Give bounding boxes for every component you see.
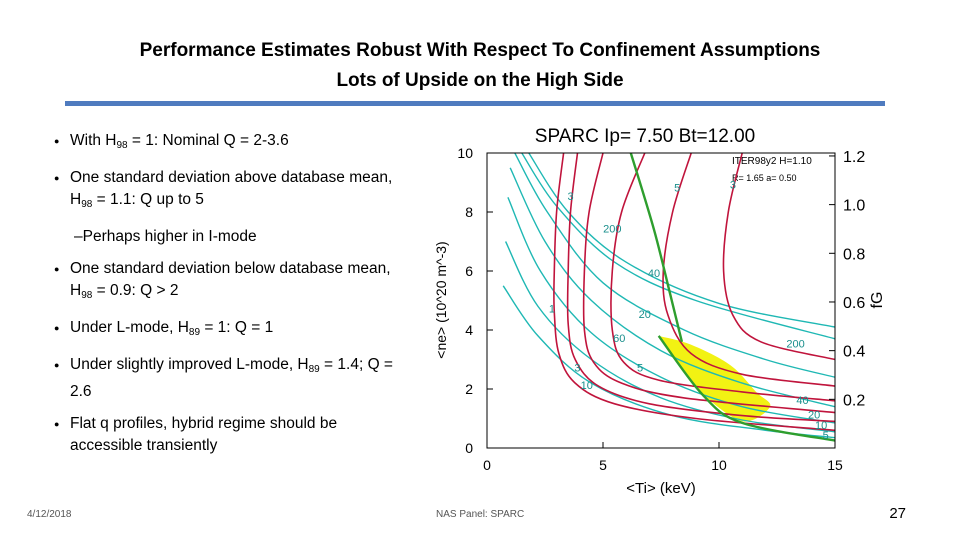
contour-label: 20	[639, 309, 651, 321]
y2-tick-label: 0.4	[843, 344, 865, 361]
y2-axis-label: fG	[869, 292, 886, 309]
q-contour-line	[566, 153, 835, 423]
bullet-text: One standard deviation below database me…	[70, 260, 391, 299]
power-contour-line	[504, 241, 835, 433]
y2-tick-label: 0.8	[843, 246, 865, 263]
y2-tick-label: 0.6	[843, 295, 865, 312]
q-contour-line	[662, 153, 835, 387]
y2-tick-label: 1.0	[843, 198, 865, 215]
bullet-subscript: 98	[81, 290, 93, 301]
bullet-improved-lmode: Under slightly improved L-mode, H89 = 1.…	[52, 354, 402, 403]
contour-label: 200	[786, 339, 804, 351]
sparc-contour-chart: SPARC Ip= 7.50 Bt=12.00 ITER98y2 H=1.10 …	[433, 126, 886, 497]
q-contour-line	[582, 153, 835, 414]
power-contour-line	[507, 197, 835, 424]
contour-label: 3	[567, 191, 573, 203]
bullet-text: Under L-mode, H	[70, 319, 189, 336]
bullet-list: With H98 = 1: Nominal Q = 2-3.6 One stan…	[52, 130, 402, 467]
contour-label: 10	[581, 380, 593, 392]
y-tick-label: 8	[465, 204, 473, 220]
bullet-subscript: 98	[116, 140, 128, 151]
x-tick-label: 15	[827, 457, 843, 473]
contour-label: 5	[823, 430, 829, 442]
bullet-lmode: Under L-mode, H89 = 1: Q = 1	[52, 317, 402, 344]
bullet-text: Flat q profiles, hybrid regime should be…	[70, 415, 338, 454]
operating-region	[658, 335, 771, 422]
bullet-text: Under slightly improved L-mode, H	[70, 356, 309, 373]
title-line-2: Lots of Upside on the High Side	[336, 70, 624, 91]
bullet-above-mean: One standard deviation above database me…	[52, 167, 402, 216]
x-tick-label: 5	[599, 457, 607, 473]
contour-label: 3	[574, 362, 580, 374]
y-axis-label: <ne> (10^20 m^-3)	[433, 241, 449, 358]
y-tick-label: 10	[457, 145, 473, 161]
title-divider	[65, 101, 885, 106]
title-line-1: Performance Estimates Robust With Respec…	[139, 40, 821, 61]
bullet-text: One standard deviation above database me…	[70, 169, 393, 208]
contour-label: 1	[549, 303, 555, 315]
bullet-text: With H	[70, 132, 117, 149]
power-contour-line	[521, 153, 835, 340]
contour-label: 10	[815, 420, 827, 432]
page-number: 27	[889, 505, 906, 522]
x-tick-label: 0	[483, 457, 491, 473]
bullet-subscript: 98	[81, 199, 93, 210]
sub-bullet-imode: Perhaps higher in I-mode	[52, 226, 402, 248]
y2-tick-label: 1.2	[843, 149, 865, 166]
contour-label: 200	[603, 224, 621, 236]
x-tick-label: 10	[711, 457, 727, 473]
bullet-text: = 0.9: Q > 2	[92, 282, 179, 299]
contour-label: 3	[730, 179, 736, 191]
contour-label: 40	[648, 268, 660, 280]
contour-label: 5	[637, 362, 643, 374]
power-contour-line	[514, 153, 835, 378]
contour-label: 40	[796, 395, 808, 407]
x-axis-label: <Ti> (keV)	[626, 480, 695, 497]
y-tick-label: 0	[465, 440, 473, 456]
density-limit-line	[629, 153, 684, 343]
y2-tick-label: 0.2	[843, 392, 865, 409]
plot-frame	[486, 152, 836, 449]
bullet-subscript: 89	[188, 327, 201, 338]
slide-title: Performance Estimates Robust With Respec…	[40, 36, 920, 96]
q-contour-line	[553, 153, 835, 432]
contour-label: 60	[613, 333, 625, 345]
contour-label: 20	[808, 410, 820, 422]
y-tick-label: 6	[465, 263, 473, 279]
bullet-text: = 1: Nominal Q = 2-3.6	[127, 132, 289, 149]
bullet-hybrid: Flat q profiles, hybrid regime should be…	[52, 413, 402, 457]
bullet-text: = 1.1: Q up to 5	[92, 191, 204, 208]
bullet-text: = 1.4; Q = 2.6	[70, 356, 393, 400]
y-tick-label: 4	[465, 322, 473, 338]
y-tick-label: 2	[465, 381, 473, 397]
contour-label: 5	[674, 182, 680, 194]
chart-title: SPARC Ip= 7.50 Bt=12.00	[535, 126, 755, 147]
bullet-below-mean: One standard deviation below database me…	[52, 258, 402, 307]
bullet-nominal: With H98 = 1: Nominal Q = 2-3.6	[52, 130, 402, 157]
power-contour-line	[509, 167, 835, 408]
chart-annotation-1: ITER98y2 H=1.10	[732, 156, 812, 167]
slide-footer: NAS Panel: SPARC	[436, 509, 525, 520]
q-contour-line	[610, 153, 835, 402]
bullet-text: = 1: Q = 1	[200, 319, 274, 336]
boundary-line	[657, 335, 835, 442]
q-contour-line	[722, 153, 835, 361]
slide-date: 4/12/2018	[27, 509, 72, 520]
chart-annotation-2: R= 1.65 a= 0.50	[732, 173, 797, 183]
bullet-subscript: 89	[308, 364, 320, 375]
